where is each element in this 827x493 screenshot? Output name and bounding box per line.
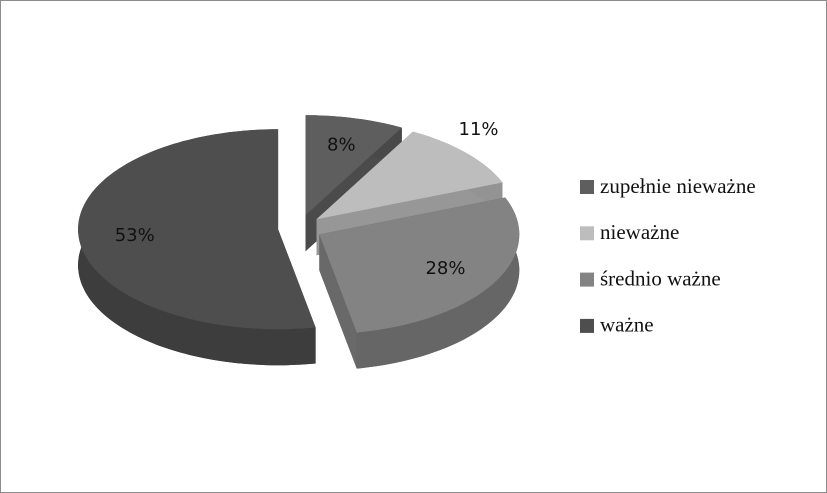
pie: 8% 11% 28% 53%: [78, 115, 520, 369]
slice: [78, 129, 316, 366]
slice-top: [305, 115, 402, 216]
legend-swatch: [580, 180, 594, 194]
legend-label: zupełnie nieważne: [600, 174, 756, 198]
slice-top: [78, 129, 316, 330]
legend-label: nieważne: [600, 220, 679, 244]
data-label: 8%: [327, 134, 356, 155]
legend-label: ważne: [600, 313, 654, 337]
slice-top: [319, 197, 520, 333]
data-label: 11%: [459, 119, 499, 140]
data-label: 53%: [115, 225, 155, 246]
legend-swatch: [580, 272, 594, 287]
legend-swatch: [580, 226, 594, 241]
slice: [319, 197, 520, 369]
legend-label: średnio ważne: [600, 266, 721, 290]
legend-swatch: [580, 318, 594, 333]
legend: zupełnie nieważne nieważne średnio ważne wa…: [580, 174, 756, 337]
slice-side: [356, 197, 520, 369]
slice-top: [316, 131, 503, 220]
data-label: 28%: [425, 258, 465, 279]
slice-side: [319, 234, 357, 369]
